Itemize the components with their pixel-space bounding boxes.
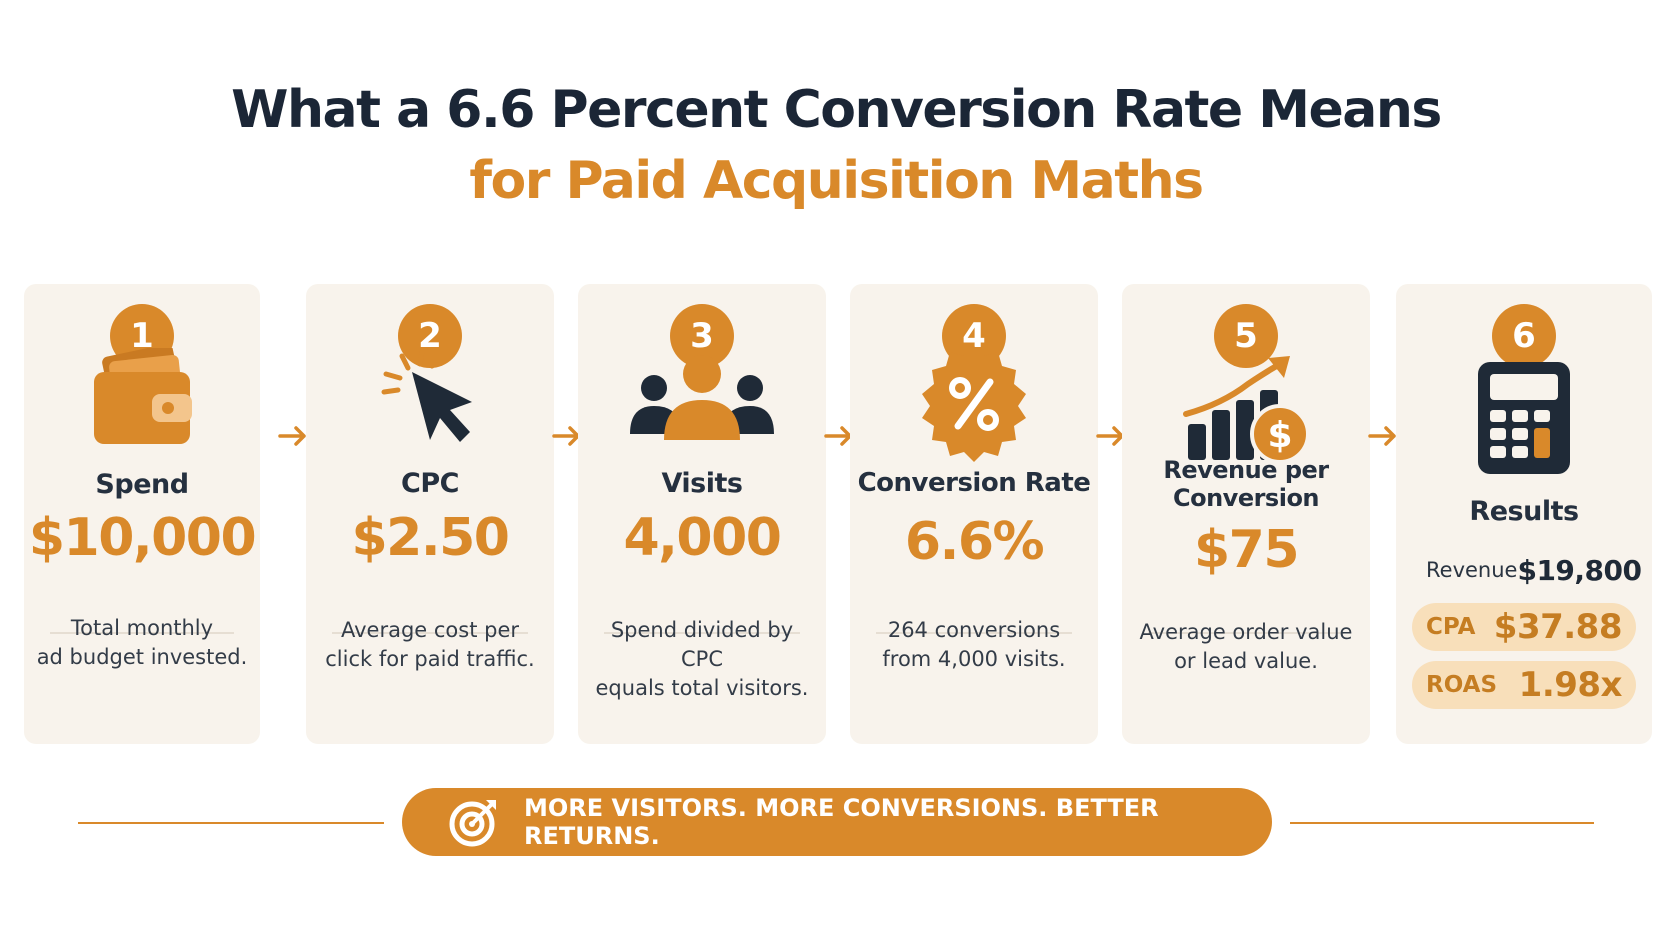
arrow-right-icon [1366, 424, 1400, 448]
step-card-visits: 3 Visits 4,000 Spend divided by CPC equa… [578, 284, 826, 744]
divider-line-left [78, 822, 384, 824]
step-label: Conversion Rate [857, 468, 1091, 498]
result-row-revenue: Revenue $19,800 [1412, 546, 1642, 594]
desc-line: from 4,000 visits. [882, 647, 1066, 671]
label-line: Revenue per [1163, 456, 1329, 484]
step-value: $75 [1193, 520, 1300, 580]
people-icon [626, 348, 778, 452]
result-key: ROAS [1426, 672, 1498, 698]
step-label: Revenue per Conversion [1122, 456, 1370, 512]
desc-line: ad budget invested. [36, 645, 248, 669]
step-card-spend: 1 Spend $10,000 Total monthly ad budget … [24, 284, 260, 744]
divider [1148, 632, 1344, 634]
divider [50, 632, 234, 634]
step-value: $2.50 [351, 508, 510, 568]
wallet-icon [88, 344, 196, 452]
step-description: Total monthly ad budget invested. [34, 614, 250, 672]
step-card-results: 6 Results Revenue $19,800 CPA $37.88 ROA… [1396, 284, 1652, 744]
step-value: $10,000 [28, 508, 257, 568]
result-row-cpa: CPA $37.88 [1412, 603, 1636, 651]
arrow-right-icon [276, 424, 310, 448]
svg-text:$: $ [1267, 415, 1292, 456]
divider [332, 632, 528, 634]
desc-line: equals total visitors. [595, 676, 809, 700]
step-number-badge: 5 [1214, 304, 1278, 368]
divider-line-right [1290, 822, 1594, 824]
divider [876, 632, 1072, 634]
title-line-1: What a 6.6 Percent Conversion Rate Means [231, 80, 1442, 140]
result-key: CPA [1426, 614, 1476, 640]
desc-line: or lead value. [1174, 649, 1318, 673]
tagline-banner: MORE VISITORS. MORE CONVERSIONS. BETTER … [402, 788, 1272, 856]
title-line-2: for Paid Acquisition Maths [469, 151, 1204, 211]
step-card-conversion-rate: 4 Conversion Rate 6.6% 264 conversions f… [850, 284, 1098, 744]
step-label: Visits [661, 468, 743, 499]
step-card-cpc: 2 CPC $2.50 Average cost per click for p… [306, 284, 554, 744]
step-value: 4,000 [623, 508, 782, 568]
step-description: Average order value or lead value. [1132, 618, 1360, 676]
step-number-badge: 2 [398, 304, 462, 368]
label-line: Conversion [1172, 484, 1320, 512]
tagline-text: MORE VISITORS. MORE CONVERSIONS. BETTER … [524, 794, 1159, 850]
desc-line: Average cost per [340, 618, 520, 642]
percent-badge-icon [914, 344, 1034, 468]
result-key: Revenue [1426, 558, 1518, 582]
step-value: 6.6% [904, 512, 1045, 572]
step-label: CPC [401, 468, 459, 499]
step-description: 264 conversions from 4,000 visits. [860, 616, 1088, 674]
step-card-revenue-per-conversion: 5 $ Revenue per Conversion $75 Average o… [1122, 284, 1370, 744]
step-label: Results [1469, 496, 1579, 527]
result-value: 1.98x [1518, 665, 1623, 705]
step-description: Spend divided by CPC equals total visito… [588, 616, 816, 703]
step-label: Spend [95, 469, 189, 500]
calculator-icon [1476, 360, 1572, 480]
result-value: $37.88 [1493, 607, 1623, 647]
growth-chart-dollar-icon: $ [1182, 354, 1310, 468]
desc-line: click for paid traffic. [325, 647, 535, 671]
desc-line: Total monthly [70, 616, 214, 640]
cursor-click-icon [372, 348, 488, 452]
divider [604, 632, 800, 634]
target-icon [448, 796, 500, 848]
page-title: What a 6.6 Percent Conversion Rate Means… [0, 78, 1672, 220]
desc-line: Average order value [1139, 620, 1353, 644]
result-value: $19,800 [1517, 553, 1642, 587]
desc-line: Spend divided by CPC [610, 618, 794, 671]
result-row-roas: ROAS 1.98x [1412, 661, 1636, 709]
step-number-badge: 6 [1492, 304, 1556, 368]
desc-line: 264 conversions [887, 618, 1061, 642]
step-description: Average cost per click for paid traffic. [316, 616, 544, 674]
